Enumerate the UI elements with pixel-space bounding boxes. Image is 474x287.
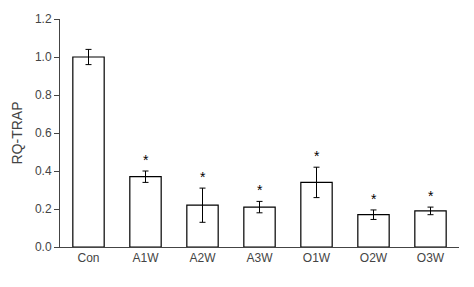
svg-text:A1W: A1W xyxy=(132,251,159,265)
svg-text:1.0: 1.0 xyxy=(35,50,52,64)
svg-text:1.2: 1.2 xyxy=(35,12,52,26)
svg-text:0.6: 0.6 xyxy=(35,126,52,140)
svg-text:RQ-TRAP: RQ-TRAP xyxy=(9,102,25,165)
svg-text:*: * xyxy=(371,191,377,207)
svg-text:O2W: O2W xyxy=(360,251,388,265)
svg-text:O3W: O3W xyxy=(417,251,445,265)
svg-text:*: * xyxy=(428,188,434,204)
svg-text:*: * xyxy=(257,182,263,198)
svg-text:*: * xyxy=(200,169,206,185)
svg-text:Con: Con xyxy=(77,251,99,265)
svg-text:0.0: 0.0 xyxy=(35,240,52,254)
svg-text:A2W: A2W xyxy=(189,251,216,265)
svg-text:O1W: O1W xyxy=(303,251,331,265)
svg-text:0.4: 0.4 xyxy=(35,164,52,178)
svg-text:*: * xyxy=(143,152,149,168)
svg-text:0.2: 0.2 xyxy=(35,202,52,216)
svg-text:*: * xyxy=(314,148,320,164)
svg-text:A3W: A3W xyxy=(246,251,273,265)
svg-text:0.8: 0.8 xyxy=(35,88,52,102)
